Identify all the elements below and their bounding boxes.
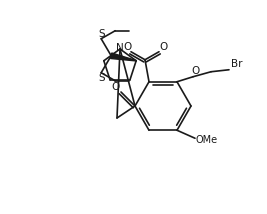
Text: S: S (99, 29, 105, 39)
Polygon shape (111, 53, 136, 61)
Text: O: O (192, 66, 200, 76)
Text: O: O (112, 82, 120, 92)
Text: O: O (123, 42, 131, 52)
Text: S: S (99, 73, 105, 83)
Text: Br: Br (231, 59, 243, 69)
Text: O: O (159, 42, 167, 52)
Text: N: N (116, 43, 124, 53)
Text: OMe: OMe (196, 135, 218, 145)
